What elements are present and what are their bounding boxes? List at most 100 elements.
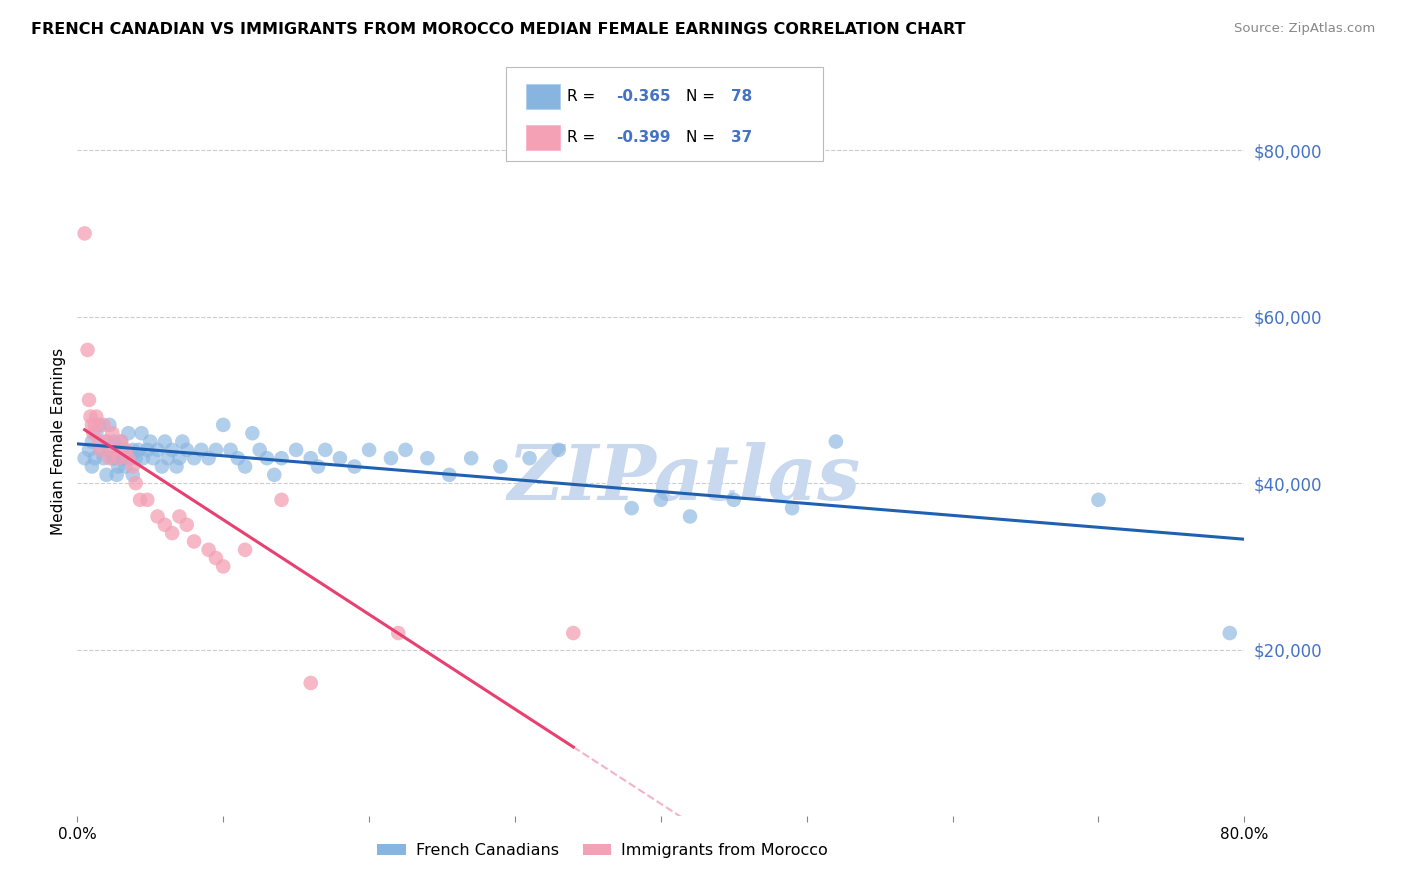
Point <box>394 442 416 457</box>
Text: ZIPatlas: ZIPatlas <box>508 442 860 516</box>
Point <box>314 442 336 457</box>
Point <box>285 442 308 457</box>
Point <box>240 426 263 441</box>
Point <box>142 451 165 466</box>
Point <box>93 417 115 432</box>
Point <box>124 476 148 491</box>
Point <box>299 451 322 466</box>
Point <box>723 492 745 507</box>
Point <box>114 442 136 457</box>
Point <box>80 459 103 474</box>
Point <box>519 451 541 466</box>
Y-axis label: Median Female Earnings: Median Female Earnings <box>51 348 66 535</box>
Point <box>172 434 194 449</box>
Point <box>679 509 702 524</box>
Text: -0.365: -0.365 <box>616 89 671 103</box>
Point <box>77 442 100 457</box>
Point <box>98 417 121 432</box>
Point <box>212 417 235 432</box>
Point <box>121 442 143 457</box>
Point <box>79 409 101 424</box>
Point <box>103 434 125 449</box>
Point <box>110 442 132 457</box>
Point <box>146 509 169 524</box>
Point <box>139 434 162 449</box>
Point <box>416 451 439 466</box>
Text: -0.399: -0.399 <box>616 130 671 145</box>
Point <box>197 451 219 466</box>
Point <box>98 451 121 466</box>
Point <box>117 451 139 466</box>
Point <box>107 451 129 466</box>
Point <box>460 451 482 466</box>
Point <box>96 434 118 449</box>
Point <box>153 517 176 532</box>
Point <box>160 442 183 457</box>
Point <box>1087 492 1109 507</box>
Point <box>103 442 125 457</box>
Point <box>620 501 643 516</box>
Point <box>197 542 219 557</box>
Point <box>233 542 256 557</box>
Point <box>136 442 159 457</box>
Point <box>176 517 198 532</box>
Point <box>83 417 105 432</box>
Point <box>98 442 121 457</box>
Point <box>233 459 256 474</box>
Text: R =: R = <box>567 89 600 103</box>
Point <box>380 451 402 466</box>
Text: FRENCH CANADIAN VS IMMIGRANTS FROM MOROCCO MEDIAN FEMALE EARNINGS CORRELATION CH: FRENCH CANADIAN VS IMMIGRANTS FROM MOROC… <box>31 22 966 37</box>
Point <box>90 442 112 457</box>
Point <box>329 451 352 466</box>
Point <box>131 426 153 441</box>
Point <box>121 467 143 482</box>
Point <box>73 227 96 241</box>
Point <box>132 451 155 466</box>
Point <box>205 442 228 457</box>
Point <box>96 467 118 482</box>
Point <box>205 551 228 566</box>
Point <box>270 451 292 466</box>
Point <box>343 459 366 474</box>
Point <box>169 509 191 524</box>
Point <box>73 451 96 466</box>
Text: N =: N = <box>686 130 720 145</box>
Point <box>146 442 169 457</box>
Point <box>129 492 152 507</box>
Point <box>77 392 100 407</box>
Point <box>104 451 127 466</box>
Text: N =: N = <box>686 89 720 103</box>
Point <box>107 459 129 474</box>
Text: 37: 37 <box>731 130 752 145</box>
Point <box>124 451 148 466</box>
Point <box>160 526 183 541</box>
Point <box>249 442 271 457</box>
Point <box>212 559 235 574</box>
Point <box>114 459 136 474</box>
Point <box>118 451 141 466</box>
Point <box>84 426 107 441</box>
Point <box>299 676 322 690</box>
Point <box>357 442 380 457</box>
Text: Source: ZipAtlas.com: Source: ZipAtlas.com <box>1234 22 1375 36</box>
Point <box>89 417 111 432</box>
Point <box>183 451 205 466</box>
Point <box>489 459 512 474</box>
Point <box>562 626 585 640</box>
Point <box>263 467 285 482</box>
Point <box>101 426 124 441</box>
Point <box>90 442 112 457</box>
Point <box>190 442 212 457</box>
Point <box>76 343 98 357</box>
Point <box>169 451 191 466</box>
Point <box>650 492 672 507</box>
Point <box>121 459 143 474</box>
Point <box>83 451 105 466</box>
Text: R =: R = <box>567 130 600 145</box>
Point <box>270 492 292 507</box>
Point <box>110 434 132 449</box>
Text: 78: 78 <box>731 89 752 103</box>
Point <box>307 459 329 474</box>
Point <box>128 442 150 457</box>
Point <box>439 467 461 482</box>
